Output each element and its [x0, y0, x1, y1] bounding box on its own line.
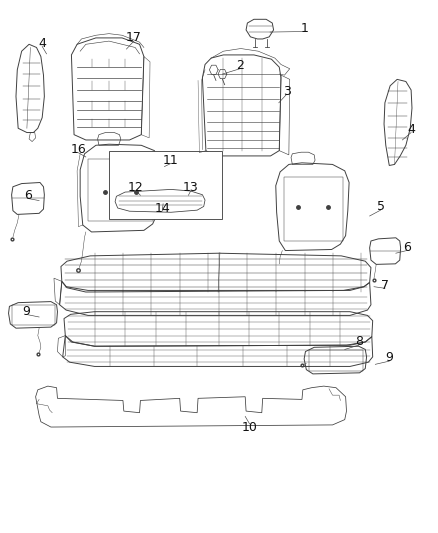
Text: 4: 4	[407, 123, 415, 136]
Text: 12: 12	[128, 181, 144, 195]
Text: 6: 6	[24, 189, 32, 202]
Text: 9: 9	[385, 351, 393, 365]
Text: 11: 11	[163, 154, 179, 167]
Text: 10: 10	[242, 421, 258, 433]
Bar	[88, 159, 152, 221]
Text: 2: 2	[236, 59, 244, 72]
Bar	[285, 177, 343, 241]
Text: 9: 9	[22, 305, 30, 318]
Text: 6: 6	[403, 241, 411, 254]
Text: 14: 14	[154, 201, 170, 214]
Bar	[109, 151, 222, 219]
Bar	[308, 351, 363, 370]
Text: 1: 1	[300, 22, 308, 35]
Text: 7: 7	[381, 279, 389, 292]
Text: 17: 17	[126, 31, 142, 44]
Text: 13: 13	[183, 181, 198, 195]
Text: 5: 5	[377, 200, 385, 213]
Text: 8: 8	[355, 335, 363, 349]
Text: 4: 4	[38, 37, 46, 50]
Bar	[12, 305, 55, 325]
Text: 3: 3	[283, 85, 290, 98]
Text: 16: 16	[71, 143, 86, 156]
